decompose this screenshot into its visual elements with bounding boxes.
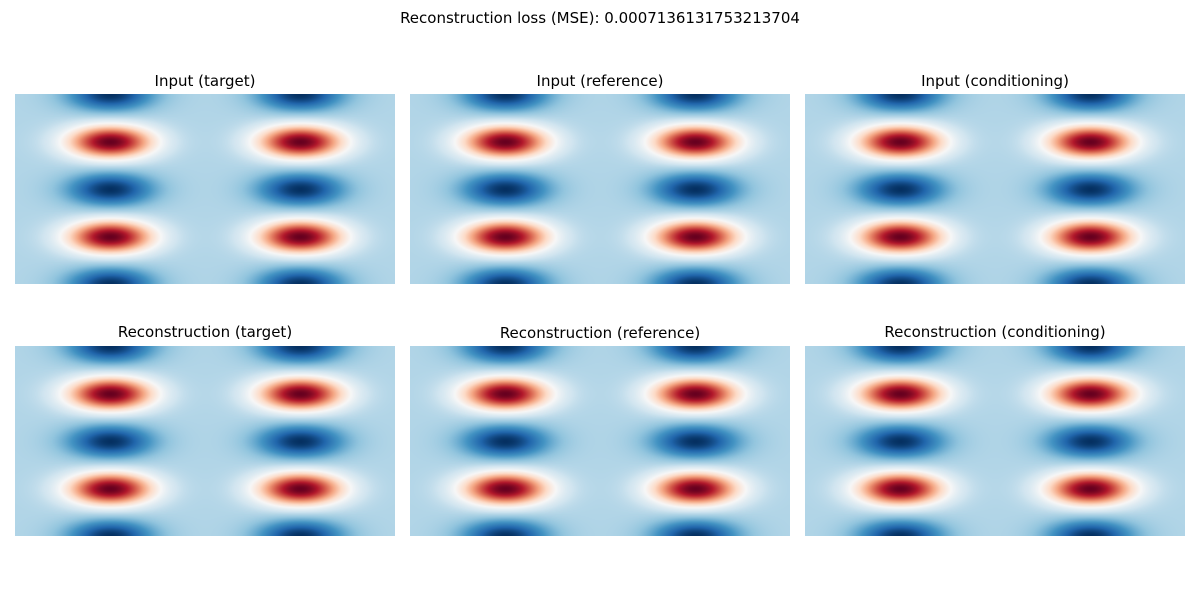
- heatmap-reconstruction-conditioning: [805, 346, 1185, 536]
- heatmap-reconstruction-reference: [410, 346, 790, 536]
- panel-title-reconstruction-conditioning: Reconstruction (conditioning): [884, 323, 1106, 341]
- panel-title-input-target: Input (target): [154, 72, 256, 90]
- panel-title-reconstruction-reference: Reconstruction (reference): [499, 324, 701, 342]
- panel-title-reconstruction-target: Reconstruction (target): [117, 323, 293, 341]
- heatmap-input-target: [15, 94, 395, 284]
- heatmap-reconstruction-target: [15, 346, 395, 536]
- heatmap-input-conditioning: [805, 94, 1185, 284]
- panel-title-input-conditioning: Input (conditioning): [921, 72, 1069, 90]
- figure-suptitle: Reconstruction loss (MSE): 0.00071361317…: [400, 9, 800, 27]
- heatmap-input-reference: [410, 94, 790, 284]
- panel-title-input-reference: Input (reference): [536, 72, 664, 90]
